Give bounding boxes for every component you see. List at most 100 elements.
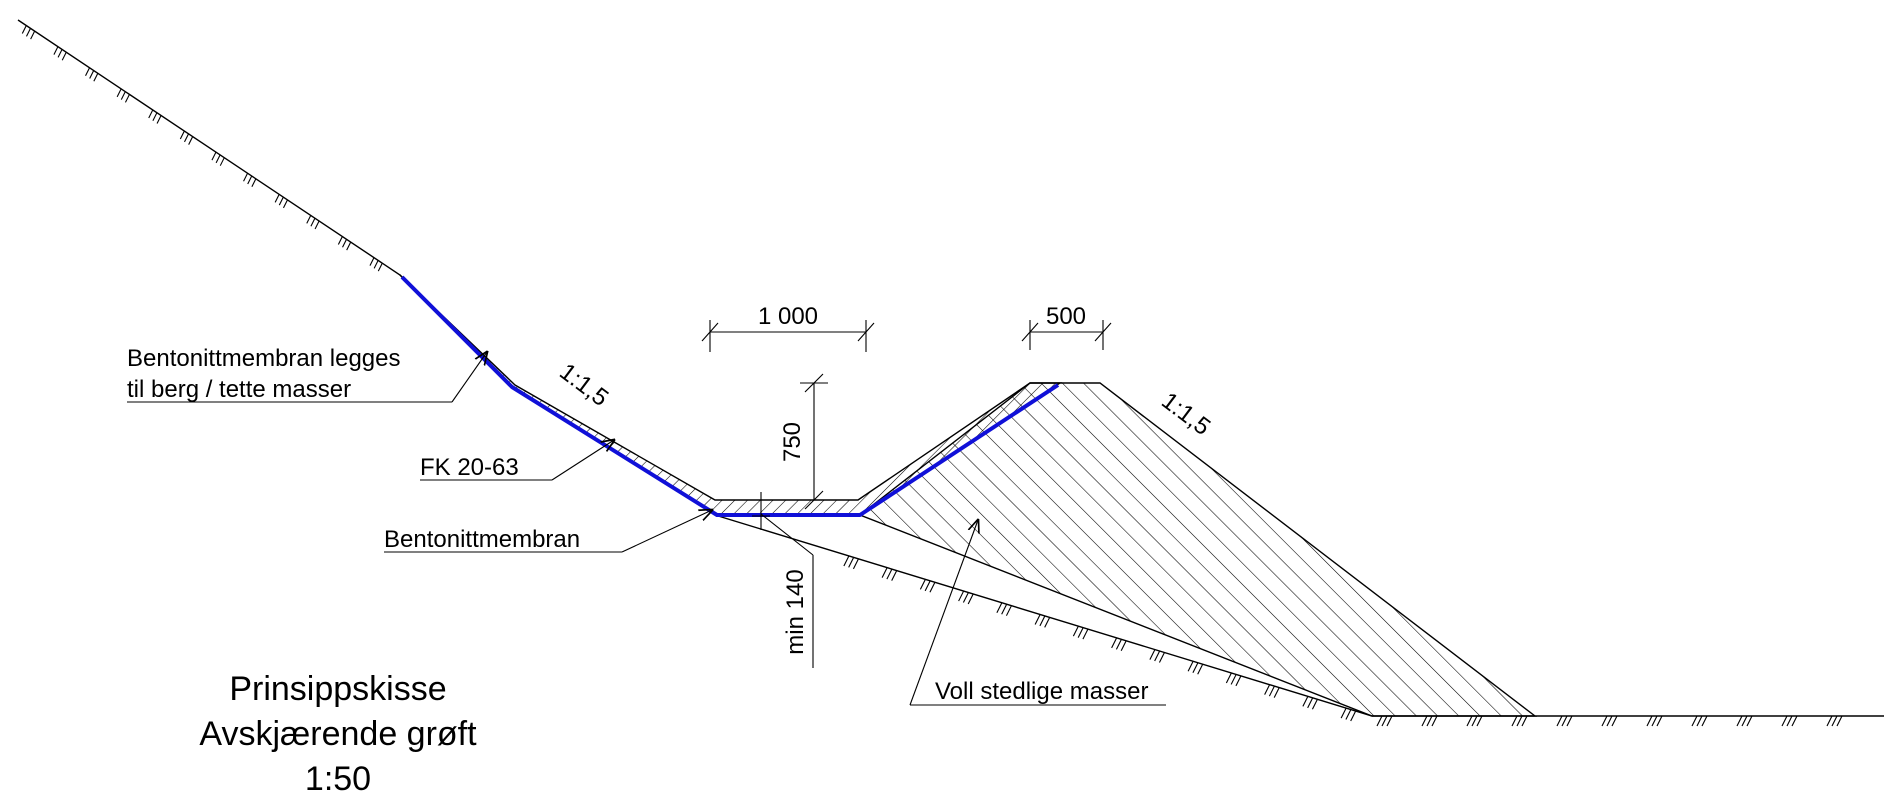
terrain-hatch-tick xyxy=(57,49,63,58)
terrain-hatch-tick xyxy=(1516,715,1523,727)
terrain-hatch-tick xyxy=(1611,715,1618,727)
dimension-ditch-width-label: 1 000 xyxy=(758,303,818,330)
dimension-crest-width: 500 xyxy=(1021,303,1112,350)
terrain-hatch-tick xyxy=(377,262,383,272)
terrain-hatch-tick xyxy=(1476,715,1483,727)
terrain-hatch-tick xyxy=(1561,715,1568,727)
terrain-hatch-tick xyxy=(1656,715,1663,727)
terrain-hatch-tick xyxy=(1235,675,1242,687)
terrain-hatch-tick xyxy=(337,236,343,245)
terrain-hatch-tick xyxy=(1302,696,1309,707)
terrain-hatch-tick xyxy=(30,30,36,40)
terrain-hatch-tick xyxy=(1376,715,1383,727)
terrain-hatch-tick xyxy=(1381,715,1388,727)
terrain-hatch-tick xyxy=(1230,674,1237,685)
terrain-hatch-tick xyxy=(1741,715,1748,727)
terrain-hatch-tick xyxy=(967,593,974,605)
label-membrane-note-line1: Bentonittmembran legges xyxy=(127,345,401,372)
dimension-min-thickness: min 140 xyxy=(752,492,814,668)
terrain-hatch-tick xyxy=(1791,715,1798,727)
terrain-hatch-tick xyxy=(21,25,27,34)
terrain-hatch-tick xyxy=(184,133,189,143)
terrain-hatch-tick xyxy=(1471,715,1478,727)
terrain-hatch-tick xyxy=(53,46,59,55)
title-block: Prinsippskisse Avskjærende grøft 1:50 xyxy=(199,670,477,796)
terrain-hatch-tick xyxy=(1651,715,1658,727)
terrain-hatch-tick xyxy=(1466,715,1473,727)
terrain-hatch-tick xyxy=(1154,650,1161,662)
terrain-hatch-tick xyxy=(1005,605,1012,616)
terrain-hatch-tick xyxy=(1340,707,1347,719)
terrain-hatch-tick xyxy=(962,592,969,603)
terrain-hatch-tick xyxy=(373,260,379,269)
leader-membrane: Bentonittmembran xyxy=(384,510,712,553)
terrain-hatch-tick xyxy=(1120,640,1127,652)
terrain-hatch-tick xyxy=(1039,615,1046,627)
label-berm-material: Voll stedlige masser xyxy=(935,678,1148,705)
terrain-hatch-tick xyxy=(1566,715,1573,727)
terrain-hatch-tick xyxy=(1001,603,1008,615)
terrain-hatch-tick xyxy=(342,239,348,248)
dimension-ditch-width: 1 000 xyxy=(701,303,875,352)
terrain-hatch-tick xyxy=(1273,687,1280,698)
terrain-hatch-tick xyxy=(1786,715,1793,727)
terrain-hatch-tick xyxy=(1606,715,1613,727)
dimension-min-thickness-label: min 140 xyxy=(782,569,809,654)
title-scale: 1:50 xyxy=(305,760,371,796)
label-membrane: Bentonittmembran xyxy=(384,526,580,553)
terrain-hatch-tick xyxy=(274,194,280,203)
terrain-hatch-tick xyxy=(61,51,67,61)
terrain-hatch-tick xyxy=(251,178,257,188)
terrain-hatch-tick xyxy=(1192,662,1199,673)
terrain-hatch-tick xyxy=(1311,699,1318,710)
terrain-hatch-tick xyxy=(188,136,194,145)
terrain-hatch-tick xyxy=(848,557,855,568)
terrain-hatch-tick xyxy=(369,257,375,266)
terrain-hatch-tick xyxy=(1350,710,1357,722)
terrain-hatch-tick xyxy=(89,70,95,79)
terrain-hatch-tick xyxy=(152,112,158,121)
terrain-hatch-tick xyxy=(996,602,1003,614)
terrain-hatch-tick xyxy=(1781,715,1788,727)
terrain-hatch-tick xyxy=(1601,715,1608,727)
dimension-depth-label: 750 xyxy=(779,422,806,462)
terrain-hatch-tick xyxy=(1646,715,1653,727)
terrain-hatch-tick xyxy=(1149,649,1156,660)
terrain-hatch-tick xyxy=(1386,715,1393,727)
terrain-hatch-tick xyxy=(1521,715,1528,727)
terrain-hatch-tick xyxy=(310,217,316,227)
leader-membrane-note: Bentonittmembran legges til berg / tette… xyxy=(127,345,487,403)
terrain-hatch-tick xyxy=(1556,715,1563,727)
slope-label-left: 1:1,5 xyxy=(554,358,613,412)
terrain-hatch-tick xyxy=(1197,663,1204,675)
terrain-hatch-tick xyxy=(958,590,965,602)
label-membrane-note-line2: til berg / tette masser xyxy=(127,376,351,403)
terrain-hatch-tick xyxy=(881,567,888,578)
terrain-hatch-tick xyxy=(1826,715,1833,727)
terrain-hatch-tick xyxy=(211,151,217,161)
terrain-hatch-tick xyxy=(243,172,249,182)
terrain-hatch-tick xyxy=(156,115,162,124)
terrain-hatch-tick xyxy=(1691,715,1698,727)
terrain-hatch-tick xyxy=(93,73,99,82)
terrain-hatch-tick xyxy=(1225,672,1232,684)
terrain-hatch-tick xyxy=(924,580,931,592)
terrain-hatch-tick xyxy=(1077,627,1084,638)
terrain-hatch-tick xyxy=(25,28,31,37)
terrain-hatch-tick xyxy=(1307,697,1314,709)
terrain-hatch-tick xyxy=(1511,715,1518,727)
terrain-hatch-tick xyxy=(1158,652,1165,663)
terrain-hatch-tick xyxy=(1836,715,1843,727)
terrain-hatch-tick xyxy=(1696,715,1703,727)
terrain-hatch-tick xyxy=(891,570,898,581)
dimension-crest-width-label: 500 xyxy=(1046,303,1086,330)
terrain-hatch-tick xyxy=(929,582,936,593)
terrain-hatch-tick xyxy=(919,579,926,590)
terrain-hatch-tick xyxy=(1115,639,1122,650)
terrain-hatch-tick xyxy=(179,130,185,140)
terrain-hatch-tick xyxy=(1187,661,1194,672)
terrain-hatch-tick xyxy=(120,91,126,100)
terrain-hatch-tick xyxy=(247,175,253,185)
terrain-hatch-tick xyxy=(282,199,288,209)
